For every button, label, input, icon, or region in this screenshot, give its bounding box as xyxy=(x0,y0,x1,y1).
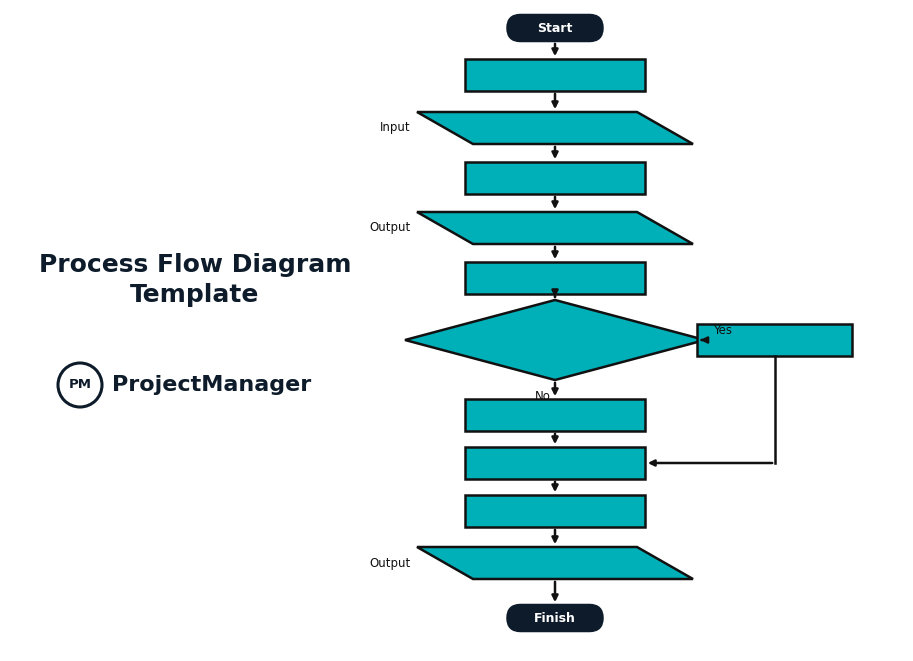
Text: PM: PM xyxy=(68,379,91,391)
Polygon shape xyxy=(417,547,693,579)
Bar xyxy=(465,162,645,194)
Text: Input: Input xyxy=(381,122,411,134)
Text: ProjectManager: ProjectManager xyxy=(112,375,311,395)
Text: Yes: Yes xyxy=(713,323,732,336)
Bar xyxy=(465,399,645,431)
Bar xyxy=(465,495,645,527)
Text: No: No xyxy=(535,390,551,403)
Polygon shape xyxy=(405,300,705,380)
Text: Finish: Finish xyxy=(534,611,576,625)
Text: Process Flow Diagram
Template: Process Flow Diagram Template xyxy=(38,253,352,307)
Text: Output: Output xyxy=(370,221,411,235)
Polygon shape xyxy=(417,212,693,244)
Text: Start: Start xyxy=(538,22,572,34)
Text: Output: Output xyxy=(370,557,411,570)
Bar xyxy=(465,262,645,294)
FancyBboxPatch shape xyxy=(508,15,603,41)
Polygon shape xyxy=(417,112,693,144)
Bar xyxy=(698,324,853,356)
FancyBboxPatch shape xyxy=(508,605,603,631)
Bar xyxy=(465,59,645,91)
Bar xyxy=(465,447,645,479)
